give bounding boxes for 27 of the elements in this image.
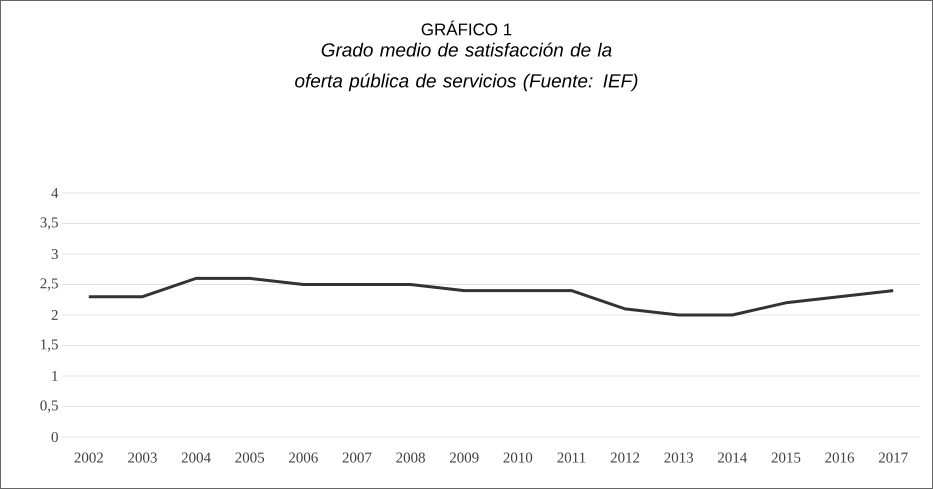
x-tick-label: 2016 xyxy=(825,452,854,463)
x-tick-label: 2013 xyxy=(664,452,694,463)
y-tick-label: 1 xyxy=(52,371,58,381)
x-tick-label: 2008 xyxy=(396,452,425,463)
chart-title: GRÁFICO 1 xyxy=(422,20,512,36)
x-tick-label: 2007 xyxy=(342,452,372,463)
y-tick-label: 2,5 xyxy=(40,278,58,291)
x-tick-label: 2011 xyxy=(557,452,586,463)
chart-subtitle: Grado medio de satisfacción de la oferta pública de servicios (Fuente: IEF) xyxy=(295,42,638,92)
y-tick-label: 4 xyxy=(51,188,58,198)
y-tick-label: 3,5 xyxy=(40,217,58,230)
x-tick-label: 2010 xyxy=(504,452,532,463)
y-tick-label: 3 xyxy=(52,248,58,260)
x-tick-label: 2017 xyxy=(878,452,908,463)
x-tick-label: 2012 xyxy=(610,452,640,463)
y-tick-label: 0,5 xyxy=(40,400,58,413)
y-tick-label: 2 xyxy=(52,310,58,320)
x-tick-label: 2005 xyxy=(235,452,264,463)
y-tick-label: 0 xyxy=(52,432,58,442)
x-tick-label: 2014 xyxy=(718,452,748,463)
x-tick-label: 2002 xyxy=(74,452,103,463)
y-tick-label: 1,5 xyxy=(41,339,58,352)
x-tick-label: 2003 xyxy=(128,452,157,463)
x-tick-label: 2006 xyxy=(289,452,318,463)
x-tick-label: 2015 xyxy=(772,452,800,463)
x-tick-label: 2009 xyxy=(450,452,479,463)
x-tick-label: 2004 xyxy=(182,452,211,463)
